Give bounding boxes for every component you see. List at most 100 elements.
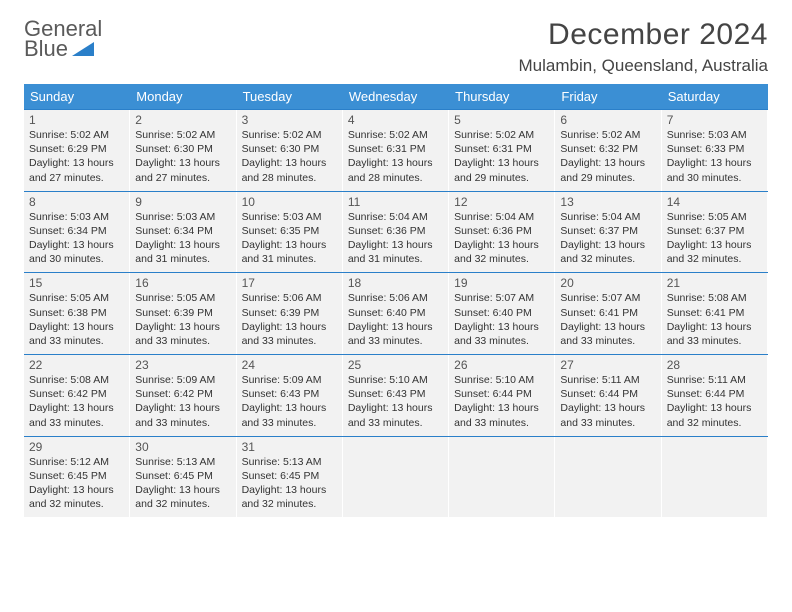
sunset-text: Sunset: 6:40 PM (454, 306, 549, 320)
day-info: Sunrise: 5:02 AMSunset: 6:31 PMDaylight:… (454, 128, 549, 185)
sunrise-text: Sunrise: 5:11 AM (667, 373, 762, 387)
day-number: 5 (454, 113, 549, 127)
calendar-day-cell: 13Sunrise: 5:04 AMSunset: 6:37 PMDayligh… (555, 192, 661, 273)
sunrise-text: Sunrise: 5:08 AM (29, 373, 124, 387)
calendar-day-cell: 30Sunrise: 5:13 AMSunset: 6:45 PMDayligh… (130, 437, 236, 518)
calendar-day-cell: 24Sunrise: 5:09 AMSunset: 6:43 PMDayligh… (237, 355, 343, 436)
sunrise-text: Sunrise: 5:02 AM (29, 128, 124, 142)
logo-text-block: General Blue (24, 18, 102, 60)
sunrise-text: Sunrise: 5:02 AM (454, 128, 549, 142)
calendar-day-cell (449, 437, 555, 518)
daylight-text: Daylight: 13 hours and 33 minutes. (348, 320, 443, 348)
sunset-text: Sunset: 6:37 PM (667, 224, 762, 238)
sunrise-text: Sunrise: 5:03 AM (242, 210, 337, 224)
page-header: General Blue December 2024 Mulambin, Que… (24, 18, 768, 76)
calendar-body: 1Sunrise: 5:02 AMSunset: 6:29 PMDaylight… (24, 109, 768, 517)
daylight-text: Daylight: 13 hours and 33 minutes. (454, 320, 549, 348)
day-info: Sunrise: 5:04 AMSunset: 6:36 PMDaylight:… (454, 210, 549, 267)
sunset-text: Sunset: 6:41 PM (667, 306, 762, 320)
day-info: Sunrise: 5:03 AMSunset: 6:34 PMDaylight:… (135, 210, 230, 267)
sunset-text: Sunset: 6:44 PM (454, 387, 549, 401)
day-number: 3 (242, 113, 337, 127)
day-number: 24 (242, 358, 337, 372)
calendar-day-cell: 23Sunrise: 5:09 AMSunset: 6:42 PMDayligh… (130, 355, 236, 436)
day-number: 4 (348, 113, 443, 127)
daylight-text: Daylight: 13 hours and 31 minutes. (242, 238, 337, 266)
month-title: December 2024 (519, 18, 768, 52)
calendar-day-cell: 22Sunrise: 5:08 AMSunset: 6:42 PMDayligh… (24, 355, 130, 436)
sunrise-text: Sunrise: 5:02 AM (560, 128, 655, 142)
sunset-text: Sunset: 6:32 PM (560, 142, 655, 156)
calendar-day-cell: 7Sunrise: 5:03 AMSunset: 6:33 PMDaylight… (662, 110, 768, 191)
sunset-text: Sunset: 6:45 PM (135, 469, 230, 483)
calendar-day-cell: 19Sunrise: 5:07 AMSunset: 6:40 PMDayligh… (449, 273, 555, 354)
logo: General Blue (24, 18, 102, 60)
day-number: 13 (560, 195, 655, 209)
sunrise-text: Sunrise: 5:13 AM (242, 455, 337, 469)
day-info: Sunrise: 5:09 AMSunset: 6:42 PMDaylight:… (135, 373, 230, 430)
calendar-day-header: Sunday Monday Tuesday Wednesday Thursday… (24, 84, 768, 109)
sunrise-text: Sunrise: 5:06 AM (242, 291, 337, 305)
day-number: 30 (135, 440, 230, 454)
daylight-text: Daylight: 13 hours and 32 minutes. (242, 483, 337, 511)
day-info: Sunrise: 5:03 AMSunset: 6:35 PMDaylight:… (242, 210, 337, 267)
day-info: Sunrise: 5:02 AMSunset: 6:29 PMDaylight:… (29, 128, 124, 185)
sunset-text: Sunset: 6:44 PM (667, 387, 762, 401)
day-info: Sunrise: 5:07 AMSunset: 6:40 PMDaylight:… (454, 291, 549, 348)
day-info: Sunrise: 5:05 AMSunset: 6:39 PMDaylight:… (135, 291, 230, 348)
calendar-day-cell: 14Sunrise: 5:05 AMSunset: 6:37 PMDayligh… (662, 192, 768, 273)
day-info: Sunrise: 5:02 AMSunset: 6:31 PMDaylight:… (348, 128, 443, 185)
logo-line2: Blue (24, 36, 68, 61)
calendar-week-row: 15Sunrise: 5:05 AMSunset: 6:38 PMDayligh… (24, 272, 768, 354)
daylight-text: Daylight: 13 hours and 27 minutes. (135, 156, 230, 184)
sunrise-text: Sunrise: 5:13 AM (135, 455, 230, 469)
day-number: 6 (560, 113, 655, 127)
day-info: Sunrise: 5:05 AMSunset: 6:38 PMDaylight:… (29, 291, 124, 348)
sunset-text: Sunset: 6:35 PM (242, 224, 337, 238)
calendar-day-cell (662, 437, 768, 518)
day-number: 7 (667, 113, 762, 127)
sunrise-text: Sunrise: 5:06 AM (348, 291, 443, 305)
day-header-wed: Wednesday (343, 84, 449, 109)
day-number: 31 (242, 440, 337, 454)
calendar-day-cell: 17Sunrise: 5:06 AMSunset: 6:39 PMDayligh… (237, 273, 343, 354)
sunrise-text: Sunrise: 5:12 AM (29, 455, 124, 469)
daylight-text: Daylight: 13 hours and 33 minutes. (135, 320, 230, 348)
daylight-text: Daylight: 13 hours and 27 minutes. (29, 156, 124, 184)
day-number: 18 (348, 276, 443, 290)
calendar-day-cell: 20Sunrise: 5:07 AMSunset: 6:41 PMDayligh… (555, 273, 661, 354)
day-info: Sunrise: 5:10 AMSunset: 6:44 PMDaylight:… (454, 373, 549, 430)
sunrise-text: Sunrise: 5:07 AM (560, 291, 655, 305)
day-info: Sunrise: 5:11 AMSunset: 6:44 PMDaylight:… (667, 373, 762, 430)
day-number: 28 (667, 358, 762, 372)
calendar-day-cell: 21Sunrise: 5:08 AMSunset: 6:41 PMDayligh… (662, 273, 768, 354)
daylight-text: Daylight: 13 hours and 32 minutes. (667, 238, 762, 266)
calendar-day-cell: 2Sunrise: 5:02 AMSunset: 6:30 PMDaylight… (130, 110, 236, 191)
sunrise-text: Sunrise: 5:09 AM (135, 373, 230, 387)
daylight-text: Daylight: 13 hours and 33 minutes. (667, 320, 762, 348)
sunset-text: Sunset: 6:41 PM (560, 306, 655, 320)
calendar-week-row: 1Sunrise: 5:02 AMSunset: 6:29 PMDaylight… (24, 109, 768, 191)
day-number: 2 (135, 113, 230, 127)
daylight-text: Daylight: 13 hours and 33 minutes. (242, 320, 337, 348)
sunrise-text: Sunrise: 5:03 AM (29, 210, 124, 224)
day-info: Sunrise: 5:07 AMSunset: 6:41 PMDaylight:… (560, 291, 655, 348)
day-info: Sunrise: 5:04 AMSunset: 6:37 PMDaylight:… (560, 210, 655, 267)
calendar: Sunday Monday Tuesday Wednesday Thursday… (24, 84, 768, 517)
day-number: 21 (667, 276, 762, 290)
sunset-text: Sunset: 6:45 PM (242, 469, 337, 483)
day-number: 17 (242, 276, 337, 290)
day-number: 15 (29, 276, 124, 290)
location-subtitle: Mulambin, Queensland, Australia (519, 56, 768, 76)
daylight-text: Daylight: 13 hours and 31 minutes. (135, 238, 230, 266)
logo-triangle-icon (72, 38, 94, 54)
day-header-mon: Monday (130, 84, 236, 109)
day-number: 11 (348, 195, 443, 209)
daylight-text: Daylight: 13 hours and 31 minutes. (348, 238, 443, 266)
day-number: 25 (348, 358, 443, 372)
calendar-day-cell (555, 437, 661, 518)
sunrise-text: Sunrise: 5:05 AM (135, 291, 230, 305)
day-info: Sunrise: 5:08 AMSunset: 6:41 PMDaylight:… (667, 291, 762, 348)
sunset-text: Sunset: 6:40 PM (348, 306, 443, 320)
sunrise-text: Sunrise: 5:04 AM (454, 210, 549, 224)
